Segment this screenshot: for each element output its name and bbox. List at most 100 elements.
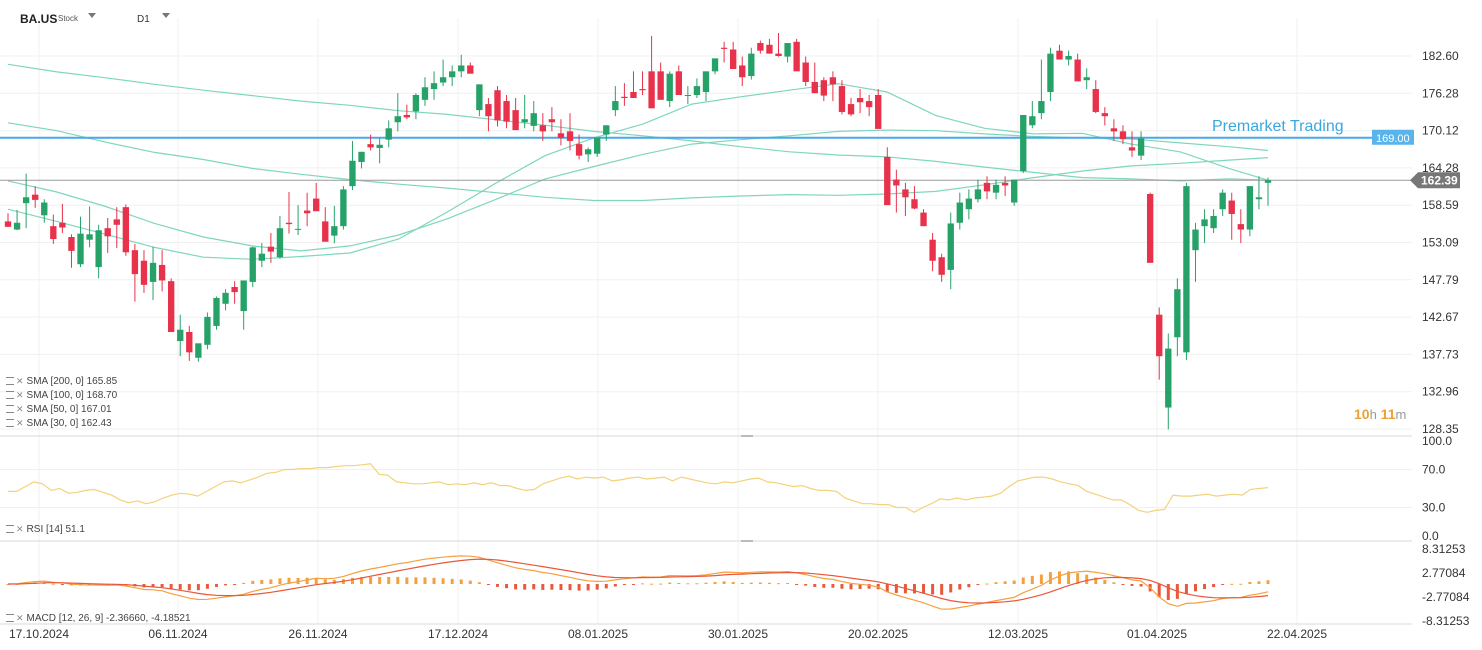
candle-body — [911, 199, 918, 209]
last-price-tag — [1410, 172, 1460, 189]
candle-body — [739, 65, 746, 78]
close-icon[interactable]: ✕ — [16, 390, 24, 400]
candle-body — [68, 237, 75, 251]
macd-histogram-bar — [777, 583, 781, 585]
candle-body — [757, 43, 764, 51]
candle-body — [974, 189, 982, 200]
macd-histogram-bar — [912, 584, 916, 594]
macd-histogram-bar — [740, 582, 744, 585]
candle-body — [331, 226, 338, 236]
settings-lines-icon[interactable] — [6, 614, 14, 623]
macd-histogram-bar — [1266, 580, 1270, 585]
candle-body — [766, 44, 773, 54]
macd-histogram-bar — [749, 582, 753, 585]
candle-body — [1246, 186, 1254, 230]
candle-body — [77, 233, 84, 265]
macd-histogram-bar — [677, 582, 681, 585]
rsi-tick-label: 100.0 — [1422, 434, 1452, 448]
macd-signal-line — [8, 558, 1269, 604]
candle-body — [1137, 138, 1145, 156]
candle-body — [584, 149, 592, 155]
macd-histogram-bar — [1230, 583, 1234, 585]
macd-pane: 8.31253 2.77084 -2.77084 -8.31253 — [6, 542, 1470, 628]
macd-histogram-bar — [1048, 572, 1052, 585]
candle-body — [675, 71, 682, 95]
macd-histogram-bar — [686, 583, 690, 585]
close-icon[interactable]: ✕ — [16, 404, 24, 414]
macd-histogram-bar — [486, 584, 490, 586]
macd-histogram-bar — [468, 580, 472, 585]
last-price-tag-text: 162.39 — [1421, 173, 1458, 187]
macd-histogram — [6, 571, 1270, 601]
legend-label: SMA [50, 0] — [26, 404, 79, 415]
macd-histogram-bar — [160, 584, 164, 588]
settings-lines-icon[interactable] — [6, 419, 14, 428]
candle-body — [521, 119, 528, 123]
price-tick-label: 182.60 — [1422, 49, 1459, 63]
candle-body — [720, 47, 728, 49]
settings-lines-icon[interactable] — [6, 391, 14, 400]
candle-body — [503, 101, 510, 122]
macd-histogram-bar — [586, 584, 590, 591]
legend-sma100[interactable]: ✕ SMA [100, 0] 168.70 — [6, 389, 117, 402]
legend-sma200[interactable]: ✕ SMA [200, 0] 165.85 — [6, 375, 117, 388]
candle-body — [512, 110, 519, 131]
price-tick-label: 147.79 — [1422, 273, 1459, 287]
legend-rsi[interactable]: ✕ RSI [14] 51.1 — [6, 523, 85, 536]
legend-sma30[interactable]: ✕ SMA [30, 0] 162.43 — [6, 417, 112, 430]
candle-body — [575, 144, 583, 156]
macd-histogram-bar — [396, 576, 400, 585]
rsi-tick-label: 30.0 — [1422, 501, 1446, 515]
candle-body — [303, 210, 311, 214]
close-icon[interactable]: ✕ — [16, 376, 24, 386]
candle-body — [884, 156, 891, 206]
macd-histogram-bar — [1239, 583, 1243, 585]
price-tick-label: 128.35 — [1422, 422, 1459, 436]
settings-lines-icon[interactable] — [6, 377, 14, 386]
symbol-selector[interactable]: BA.US — [20, 12, 58, 26]
candle-body — [594, 137, 601, 154]
candle-body — [258, 253, 265, 261]
macd-histogram-bar — [722, 581, 726, 585]
candle-body — [603, 125, 610, 135]
macd-histogram-bar — [840, 584, 844, 589]
timeframe-selector[interactable]: D1 — [137, 14, 150, 25]
legend-sma50[interactable]: ✕ SMA [50, 0] 167.01 — [6, 403, 112, 416]
macd-histogram-bar — [867, 584, 871, 589]
symbol-dropdown-chevron-icon[interactable] — [88, 13, 96, 18]
macd-histogram-bar — [1012, 580, 1016, 585]
macd-histogram-bar — [405, 577, 409, 585]
candle-body — [648, 71, 655, 109]
candle-body — [621, 96, 628, 99]
candle-body — [222, 292, 229, 304]
candle-body — [965, 198, 973, 210]
close-icon[interactable]: ✕ — [16, 524, 24, 534]
candle-body — [1074, 59, 1081, 82]
candle-body — [358, 151, 365, 163]
legend-macd[interactable]: ✕ MACD [12, 26, 9] -2.36660, -4.18521 — [6, 612, 191, 625]
close-icon[interactable]: ✕ — [16, 613, 24, 623]
candle-body — [992, 184, 1000, 193]
candle-body — [294, 228, 302, 230]
close-icon[interactable]: ✕ — [16, 418, 24, 428]
macd-histogram-bar — [1121, 584, 1125, 586]
candle-body — [13, 222, 21, 230]
timeframe-dropdown-chevron-icon[interactable] — [162, 13, 170, 18]
macd-histogram-bar — [731, 581, 735, 585]
date-axis: 17.10.2024 06.11.2024 26.11.2024 17.12.2024… — [9, 627, 1327, 641]
candle-body — [1201, 219, 1208, 227]
candle-body — [1146, 193, 1154, 263]
macd-histogram-bar — [1166, 584, 1170, 601]
settings-lines-icon[interactable] — [6, 525, 14, 534]
legend-value: 167.01 — [81, 404, 112, 415]
macd-histogram-bar — [1139, 584, 1143, 587]
candle-body — [947, 223, 954, 270]
macd-histogram-bar — [1221, 584, 1225, 586]
candle-body — [1156, 314, 1163, 357]
macd-histogram-bar — [495, 584, 499, 587]
macd-tick-label: -8.31253 — [1422, 614, 1470, 628]
candle-body — [539, 125, 546, 132]
settings-lines-icon[interactable] — [6, 405, 14, 414]
candle-body — [1228, 200, 1235, 214]
